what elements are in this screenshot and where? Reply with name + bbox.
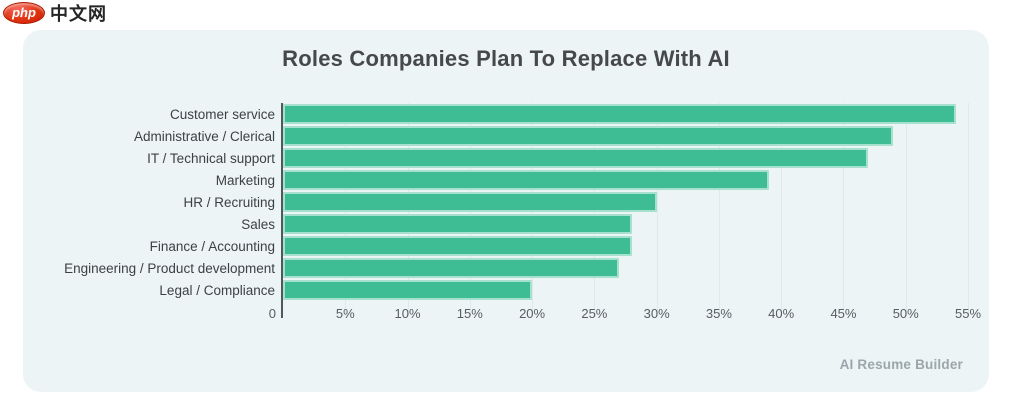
- bar: [283, 192, 657, 212]
- category-label: Customer service: [169, 106, 275, 122]
- bar-rows: Customer service Administrative / Clerica…: [23, 103, 989, 301]
- category-label: HR / Recruiting: [183, 194, 275, 210]
- category-label: Legal / Compliance: [159, 282, 275, 298]
- x-tick-label: 30%: [643, 306, 670, 321]
- x-tick-label: 40%: [768, 306, 795, 321]
- chart-row: Engineering / Product development: [23, 257, 989, 279]
- chart-row: Legal / Compliance: [23, 279, 989, 301]
- site-logo-text: 中文网: [50, 3, 107, 24]
- bar: [283, 236, 632, 256]
- chart-title: Roles Companies Plan To Replace With AI: [282, 46, 730, 71]
- x-tick-label: 15%: [456, 306, 483, 321]
- x-tick-label: 45%: [830, 306, 857, 321]
- bar: [283, 214, 632, 234]
- x-tick-label: 10%: [394, 306, 421, 321]
- gridline: [905, 103, 907, 316]
- chart-row: Marketing: [23, 169, 989, 191]
- x-tick-label: 35%: [705, 306, 732, 321]
- gridline: [843, 103, 845, 316]
- gridline: [968, 103, 969, 316]
- x-tick-label: 55%: [954, 306, 982, 321]
- gridline: [718, 103, 720, 316]
- bar: [283, 104, 956, 124]
- bar: [283, 148, 869, 168]
- x-tick-label: 0: [268, 306, 276, 321]
- chart-row: Customer service: [23, 103, 989, 125]
- gridline: [656, 103, 658, 316]
- attribution-label: AI Resume Builder: [839, 357, 963, 372]
- chart-card: Roles Companies Plan To Replace With AI …: [23, 30, 989, 392]
- bar: [283, 170, 769, 190]
- category-label: Marketing: [215, 172, 275, 188]
- bar-chart: Customer service Administrative / Clerica…: [23, 30, 989, 392]
- bar: [283, 280, 533, 300]
- category-label: Finance / Accounting: [149, 238, 275, 254]
- chart-row: HR / Recruiting: [23, 191, 989, 213]
- x-tick-label: 50%: [892, 306, 919, 321]
- bar: [283, 126, 894, 146]
- chart-row: Finance / Accounting: [23, 235, 989, 257]
- bar: [283, 258, 620, 278]
- category-label: Engineering / Product development: [64, 260, 275, 276]
- x-tick-label: 5%: [335, 306, 355, 321]
- category-label: Sales: [241, 216, 275, 232]
- x-tick-label: 20%: [519, 306, 546, 321]
- category-label: IT / Technical support: [147, 150, 275, 166]
- x-tick-label: 25%: [581, 306, 608, 321]
- category-label: Administrative / Clerical: [133, 128, 275, 144]
- gridline: [781, 103, 783, 316]
- chart-row: IT / Technical support: [23, 147, 989, 169]
- y-axis-line: [281, 103, 283, 318]
- php-logo-icon: php: [3, 1, 45, 24]
- chart-row: Sales: [23, 213, 989, 235]
- chart-row: Administrative / Clerical: [23, 125, 989, 147]
- site-logo[interactable]: php 中文网: [3, 1, 107, 24]
